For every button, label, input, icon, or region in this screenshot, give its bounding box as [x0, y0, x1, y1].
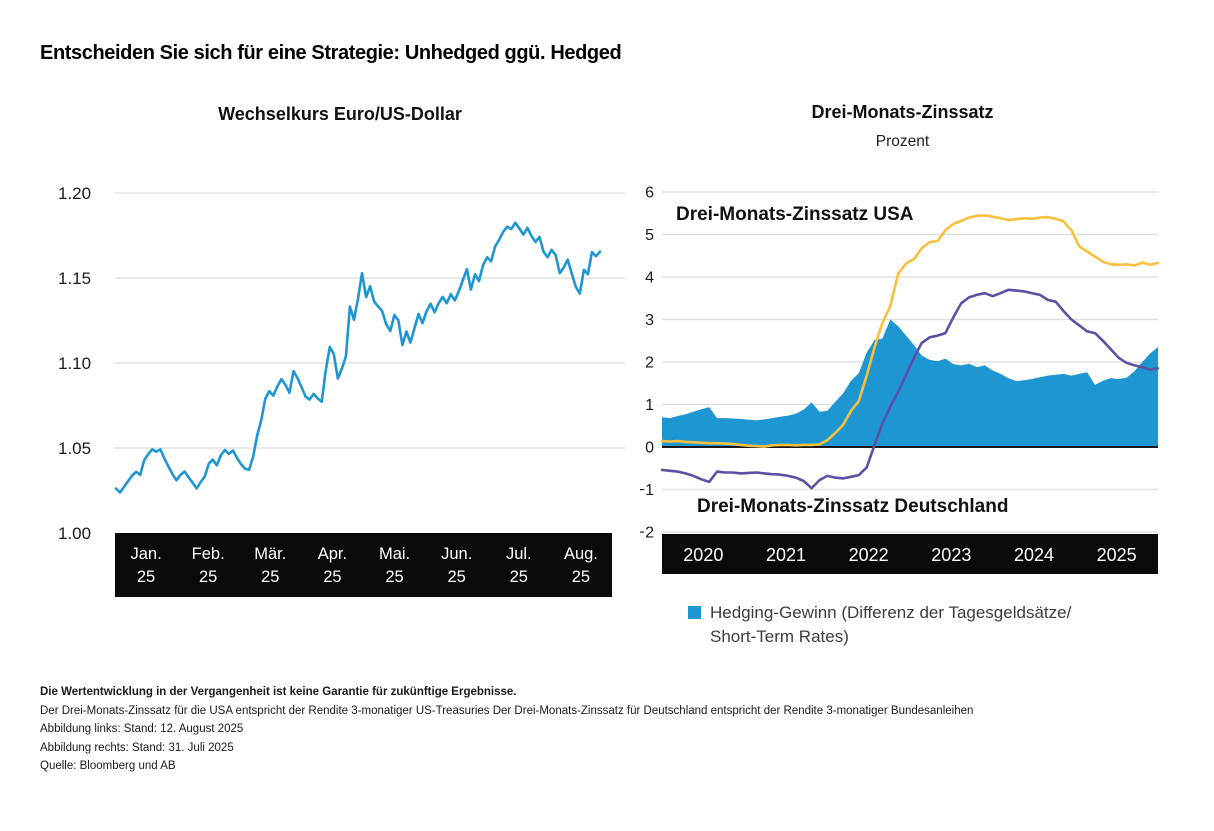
y-axis-tick-label: 1.05: [58, 439, 91, 458]
legend-label-line1: Hedging-Gewinn (Differenz der Tagesgelds…: [710, 603, 1072, 622]
x-axis-year-label: 25: [385, 568, 403, 586]
x-axis-year-label: 2024: [1014, 545, 1054, 565]
x-axis-month-label: Jun.: [441, 545, 472, 563]
series-label-deutschland: Drei-Monats-Zinssatz Deutschland: [697, 496, 1009, 517]
x-axis-year-label: 25: [510, 568, 528, 586]
x-axis-month-label: Apr.: [318, 545, 347, 563]
y-axis-tick-label: 2: [645, 355, 654, 372]
footnote-source: Quelle: Bloomberg und AB: [40, 760, 176, 772]
usa-rate-line: [660, 214, 1160, 448]
x-axis-month-label: Jan.: [130, 545, 161, 563]
y-axis-tick-label: −1: [640, 482, 654, 499]
legend: Hedging-Gewinn (Differenz der Tagesgelds…: [688, 601, 1071, 649]
eurusd-line-chart: 1.20 1.15 1.10 1.05 1.00 Jan. 25 Feb. 25 Mär. 25 Ap…: [58, 184, 625, 597]
footnote-disclaimer: Die Wertentwicklung in der Vergangenheit…: [40, 686, 517, 698]
x-axis-year-label: 25: [199, 568, 217, 586]
x-axis-year-label: 2021: [766, 545, 806, 565]
right-chart-subtitle: Prozent: [875, 133, 930, 150]
hedging-gewinn-area: [662, 319, 1158, 447]
y-axis-tick-label: 0: [645, 440, 654, 457]
footnote-right-asof: Abbildung rechts: Stand: 31. Juli 2025: [40, 741, 234, 754]
y-axis-tick-label: 6: [645, 185, 654, 202]
page-title: Entscheiden Sie sich für eine Strategie:…: [40, 42, 622, 64]
interest-rate-chart: 6 5 4 3 2 1 0 −1 −2 2020 2021 2022 2023 2024 2025: [640, 185, 1160, 574]
left-chart-title: Wechselkurs Euro/US-Dollar: [218, 104, 462, 124]
series-label-usa: Drei-Monats-Zinssatz USA: [676, 204, 914, 225]
y-axis-tick-label: 1.10: [58, 354, 91, 373]
y-axis-tick-label: 4: [645, 270, 654, 287]
x-axis-year-label: 25: [137, 568, 155, 586]
x-axis-year-label: 2025: [1097, 545, 1137, 565]
x-axis-year-label: 2022: [849, 545, 889, 565]
deutschland-rate-line: [660, 288, 1160, 490]
y-axis-tick-label: 5: [645, 227, 654, 244]
footnote-left-asof: Abbildung links: Stand: 12. August 2025: [40, 723, 244, 735]
x-axis-month-label: Feb.: [192, 545, 225, 563]
legend-label-line2: Short-Term Rates): [710, 627, 849, 646]
footnotes: Die Wertentwicklung in der Vergangenheit…: [40, 683, 1180, 776]
y-axis-tick-label: −2: [640, 525, 654, 542]
x-axis-month-label: Mär.: [254, 545, 286, 563]
x-axis-year-label: 2020: [683, 545, 723, 565]
footnote-definition: Der Drei-Monats-Zinssatz für die USA ent…: [40, 704, 974, 717]
x-axis-month-label: Mai.: [379, 545, 410, 563]
y-axis-tick-label: 3: [645, 312, 654, 329]
x-axis-month-label: Aug.: [564, 545, 598, 563]
y-axis-tick-label: 1.15: [58, 269, 91, 288]
right-chart-title: Drei-Monats-Zinssatz: [811, 102, 994, 122]
legend-swatch-hedging-gewinn: [688, 606, 701, 619]
y-axis-tick-label: 1: [645, 397, 654, 414]
x-axis-year-label: 25: [323, 568, 341, 586]
eurusd-line: [114, 221, 602, 494]
x-axis-month-label: Jul.: [506, 545, 532, 563]
x-axis-bar: [115, 533, 612, 597]
x-axis-year-label: 2023: [931, 545, 971, 565]
x-axis-year-label: 25: [448, 568, 466, 586]
x-axis-year-label: 25: [572, 568, 590, 586]
x-axis-bar: [662, 534, 1158, 574]
y-axis-tick-label: 1.20: [58, 184, 91, 203]
x-axis-year-label: 25: [261, 568, 279, 586]
y-axis-tick-label: 1.00: [58, 524, 91, 543]
